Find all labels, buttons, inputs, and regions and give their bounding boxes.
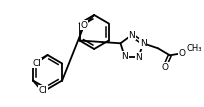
Text: N: N <box>140 39 146 48</box>
Text: N: N <box>128 30 135 39</box>
Text: O: O <box>178 49 185 58</box>
Text: O: O <box>161 63 168 72</box>
Text: Cl: Cl <box>38 86 47 95</box>
Text: N: N <box>121 52 128 61</box>
Text: N: N <box>135 53 142 62</box>
Text: CH₃: CH₃ <box>187 44 202 53</box>
Text: Cl: Cl <box>32 59 41 68</box>
Text: O: O <box>81 21 88 30</box>
